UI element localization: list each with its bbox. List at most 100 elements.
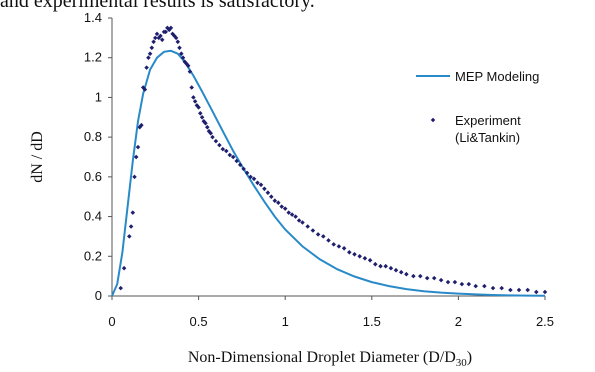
data-point-experiment xyxy=(187,69,193,74)
x-tick-label: 2.5 xyxy=(536,314,554,329)
data-point-experiment xyxy=(163,29,168,35)
data-point-experiment xyxy=(508,287,513,293)
caption-text-top: and experimental results is satisfactory… xyxy=(0,0,315,12)
data-point-experiment xyxy=(147,51,153,56)
data-point-experiment xyxy=(424,275,430,281)
data-point-experiment xyxy=(168,25,174,31)
data-point-experiment xyxy=(331,242,336,247)
x-tick-label: 0 xyxy=(108,314,115,329)
x-axis-title-main: Non-Dimensional Droplet Diameter (D/D xyxy=(188,349,456,366)
plot-area xyxy=(111,25,548,297)
data-point-experiment xyxy=(473,283,478,289)
data-point-experiment xyxy=(276,200,281,205)
data-point-experiment xyxy=(213,138,219,144)
data-point-experiment xyxy=(151,39,156,45)
data-point-experiment xyxy=(293,214,298,219)
data-point-experiment xyxy=(388,265,394,271)
data-point-experiment xyxy=(217,142,222,148)
data-point-experiment xyxy=(438,277,444,283)
legend-label-experiment: Experiment xyxy=(455,113,521,128)
data-point-experiment xyxy=(146,55,151,60)
y-axis-title: dN / dD xyxy=(29,131,46,183)
data-point-experiment xyxy=(205,124,210,130)
x-axis-title-subscript: 30 xyxy=(456,357,468,369)
series-line-mep-modeling xyxy=(111,49,546,297)
y-tick-label: 1.2 xyxy=(84,50,102,65)
data-point-experiment xyxy=(133,154,139,160)
y-tick-label: 1.4 xyxy=(84,10,102,25)
data-point-experiment xyxy=(279,204,284,209)
axes xyxy=(111,18,545,297)
data-point-experiment xyxy=(210,134,215,140)
y-tick-label: 0.8 xyxy=(84,129,102,144)
data-point-experiment xyxy=(199,115,205,120)
data-point-experiment xyxy=(144,65,149,70)
y-tick-label: 1 xyxy=(95,89,102,104)
data-point-experiment xyxy=(130,210,136,215)
data-point-experiment xyxy=(418,273,423,279)
data-point-experiment xyxy=(490,285,496,291)
data-point-experiment xyxy=(177,45,182,51)
data-point-experiment xyxy=(367,258,373,263)
data-point-experiment xyxy=(159,37,165,43)
data-point-experiment xyxy=(272,198,278,203)
y-tick-label: 0 xyxy=(95,288,102,303)
data-point-experiment xyxy=(482,283,487,289)
x-axis-title: Non-Dimensional Droplet Diameter (D/D30) xyxy=(188,349,472,369)
data-point-experiment xyxy=(269,194,274,199)
data-point-experiment xyxy=(398,269,404,275)
data-point-experiment xyxy=(132,174,137,180)
legend-marker-experiment xyxy=(430,117,436,123)
legend: MEP Modeling Experiment (Li&Tankin) xyxy=(416,69,539,145)
data-point-experiment xyxy=(347,250,352,255)
data-point-experiment xyxy=(315,232,321,237)
data-point-experiment xyxy=(310,228,316,233)
data-point-experiment xyxy=(466,281,472,287)
data-point-experiment xyxy=(135,144,141,150)
data-point-experiment xyxy=(431,275,437,281)
y-tick-label: 0.6 xyxy=(84,169,102,184)
data-point-experiment xyxy=(542,289,548,295)
data-point-experiment xyxy=(139,122,144,128)
data-point-experiment xyxy=(128,224,134,229)
data-point-experiment xyxy=(357,254,362,259)
data-point-experiment xyxy=(265,190,271,195)
data-point-experiment xyxy=(305,224,310,229)
data-point-experiment xyxy=(404,271,409,277)
data-point-experiment xyxy=(175,39,181,45)
x-tick-label: 1.5 xyxy=(363,314,381,329)
data-point-experiment xyxy=(127,234,132,239)
data-point-experiment xyxy=(326,238,331,243)
data-point-experiment xyxy=(154,31,160,37)
legend-label-mep: MEP Modeling xyxy=(455,69,539,84)
data-point-experiment xyxy=(321,234,326,239)
legend-label-experiment-line2: (Li&Tankin) xyxy=(455,130,520,145)
data-point-experiment xyxy=(149,45,155,51)
x-tick-label: 2 xyxy=(455,314,462,329)
data-point-experiment xyxy=(445,279,451,285)
data-point-experiment xyxy=(258,182,264,188)
y-tick-label: 0.2 xyxy=(84,248,102,263)
y-ticks: 0 0.2 0.4 0.6 0.8 1 1.2 1.4 xyxy=(84,10,112,303)
data-point-experiment xyxy=(352,252,357,257)
data-point-experiment xyxy=(191,95,196,100)
data-point-experiment xyxy=(373,261,378,267)
data-point-experiment xyxy=(282,206,288,211)
data-point-experiment xyxy=(255,180,260,186)
data-point-experiment xyxy=(499,285,504,291)
data-point-experiment xyxy=(525,287,530,293)
data-point-experiment xyxy=(362,256,368,261)
data-point-experiment xyxy=(198,111,203,116)
data-point-experiment xyxy=(378,263,383,269)
y-tick-label: 0.4 xyxy=(84,209,102,224)
data-point-experiment xyxy=(185,63,191,68)
data-point-experiment xyxy=(411,273,416,279)
data-point-experiment xyxy=(516,287,522,293)
data-point-experiment xyxy=(118,285,123,291)
x-axis-title-end: ) xyxy=(467,349,472,366)
x-ticks: 0 0.5 1 1.5 2 2.5 xyxy=(108,296,554,329)
data-point-experiment xyxy=(336,244,342,249)
data-point-experiment xyxy=(459,281,465,287)
data-point-experiment xyxy=(142,87,148,92)
